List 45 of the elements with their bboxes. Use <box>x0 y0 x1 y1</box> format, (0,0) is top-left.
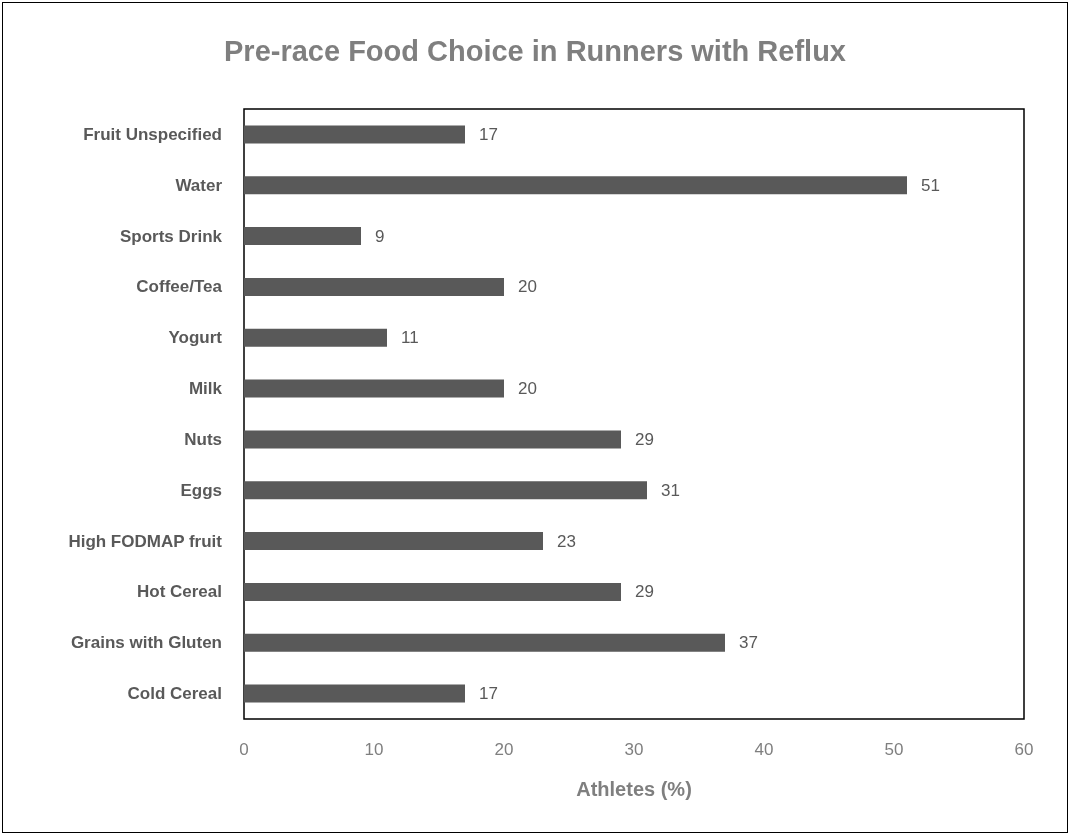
y-tick-label: Sports Drink <box>119 226 223 246</box>
bar <box>244 633 725 652</box>
chart-title: Pre-race Food Choice in Runners with Reflux <box>224 34 846 67</box>
bar <box>244 582 621 601</box>
x-tick-label: 30 <box>624 740 644 759</box>
data-label: 17 <box>479 124 498 144</box>
x-tick-label: 10 <box>364 740 384 759</box>
y-tick-label: Hot Cereal <box>136 582 222 602</box>
x-tick-label: 60 <box>1014 740 1034 759</box>
y-tick-label: Fruit Unspecified <box>83 124 222 144</box>
data-label: 37 <box>739 633 758 653</box>
x-axis-title: Athletes (%) <box>576 778 692 800</box>
bar <box>244 684 465 703</box>
bar <box>244 379 504 398</box>
bar <box>244 125 465 144</box>
y-tick-label: High FODMAP fruit <box>68 531 223 551</box>
x-tick-label: 0 <box>239 740 249 759</box>
x-tick-label: 40 <box>754 740 774 759</box>
data-label: 9 <box>375 226 385 246</box>
data-label: 17 <box>479 684 498 704</box>
bar <box>244 430 621 449</box>
data-label: 29 <box>635 429 654 449</box>
y-tick-label: Water <box>175 175 223 195</box>
data-label: 20 <box>518 277 537 297</box>
x-tick-label: 20 <box>494 740 514 759</box>
y-tick-label: Nuts <box>184 429 222 449</box>
data-label: 11 <box>401 328 419 348</box>
y-tick-label: Grains with Gluten <box>70 633 222 653</box>
bar <box>244 277 504 296</box>
bar <box>244 328 387 347</box>
y-tick-label: Yogurt <box>168 328 223 348</box>
y-tick-label: Cold Cereal <box>127 684 222 704</box>
y-tick-label: Eggs <box>180 480 222 500</box>
bar <box>244 176 907 195</box>
y-tick-label: Milk <box>188 379 223 399</box>
data-label: 31 <box>661 480 680 500</box>
data-label: 29 <box>635 582 654 602</box>
data-label: 23 <box>557 531 576 551</box>
x-tick-label: 50 <box>884 740 904 759</box>
bar <box>244 227 361 246</box>
y-tick-label: Coffee/Tea <box>136 277 223 297</box>
bar <box>244 481 647 500</box>
data-label: 51 <box>921 175 940 195</box>
bar <box>244 532 543 551</box>
data-label: 20 <box>518 379 537 399</box>
